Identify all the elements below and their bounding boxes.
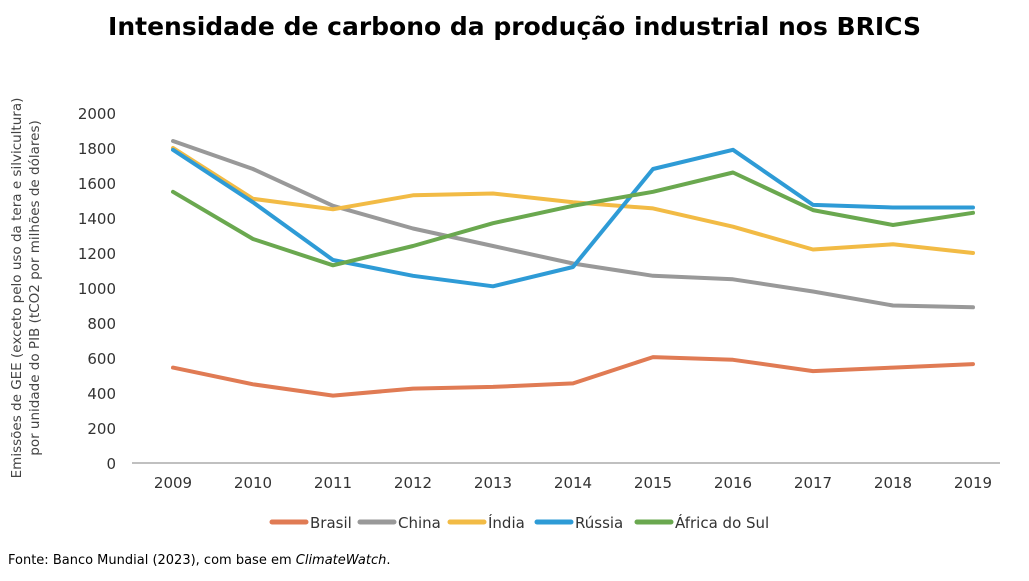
series-lines bbox=[171, 139, 975, 398]
legend-label: África do Sul bbox=[675, 513, 769, 532]
series-line-brasil bbox=[171, 355, 975, 398]
y-tick-label: 1800 bbox=[78, 140, 116, 158]
series-line-rússia bbox=[171, 147, 975, 289]
y-axis-title: Emissões de GEE (exceto pelo uso da tera… bbox=[9, 98, 43, 479]
legend-label: Rússia bbox=[575, 514, 623, 532]
y-axis-title-line1: Emissões de GEE (exceto pelo uso da tera… bbox=[9, 98, 25, 479]
y-tick-label: 400 bbox=[87, 385, 116, 403]
source-prefix: Fonte: Banco Mundial (2023), com base em bbox=[8, 553, 296, 568]
legend-label: Brasil bbox=[310, 514, 352, 532]
y-tick-label: 1600 bbox=[78, 175, 116, 193]
x-tick-label: 2012 bbox=[394, 474, 432, 492]
x-tick-label: 2009 bbox=[154, 474, 192, 492]
source-suffix: . bbox=[386, 553, 391, 568]
x-tick-label: 2013 bbox=[474, 474, 512, 492]
source-note: Fonte: Banco Mundial (2023), com base em… bbox=[8, 553, 391, 568]
y-tick-label: 2000 bbox=[78, 105, 116, 123]
legend: Brasil China Índia Rússia África do Sul bbox=[269, 513, 769, 532]
series-line-índia bbox=[171, 146, 975, 255]
y-tick-label: 1000 bbox=[78, 280, 116, 298]
y-tick-label: 0 bbox=[106, 455, 116, 473]
y-tick-label: 1400 bbox=[78, 210, 116, 228]
y-tick-label: 200 bbox=[87, 420, 116, 438]
x-tick-label: 2018 bbox=[874, 474, 912, 492]
legend-label: China bbox=[398, 514, 441, 532]
source-italic: ClimateWatch bbox=[295, 553, 387, 568]
y-tick-labels: 0 200 400 600 800 1000 1200 1400 1600 1800 2000 bbox=[78, 105, 116, 473]
legend-label: Índia bbox=[488, 513, 525, 532]
series-line-china bbox=[171, 139, 975, 310]
x-tick-label: 2016 bbox=[714, 474, 752, 492]
y-tick-label: 600 bbox=[87, 350, 116, 368]
chart-title: Intensidade de carbono da produção indus… bbox=[108, 12, 921, 41]
x-tick-label: 2019 bbox=[954, 474, 992, 492]
y-tick-label: 1200 bbox=[78, 245, 116, 263]
x-tick-label: 2010 bbox=[234, 474, 272, 492]
x-tick-labels: 2009 2010 2011 2012 2013 2014 2015 2016 2017 2018… bbox=[154, 474, 992, 492]
series-line-áfrica-do-sul bbox=[171, 170, 975, 268]
x-tick-label: 2015 bbox=[634, 474, 672, 492]
x-tick-label: 2014 bbox=[554, 474, 592, 492]
y-axis-title-line2: por unidade do PIB (tCO2 por milhões de … bbox=[27, 120, 43, 455]
y-tick-label: 800 bbox=[87, 315, 116, 333]
x-tick-label: 2011 bbox=[314, 474, 352, 492]
x-tick-label: 2017 bbox=[794, 474, 832, 492]
